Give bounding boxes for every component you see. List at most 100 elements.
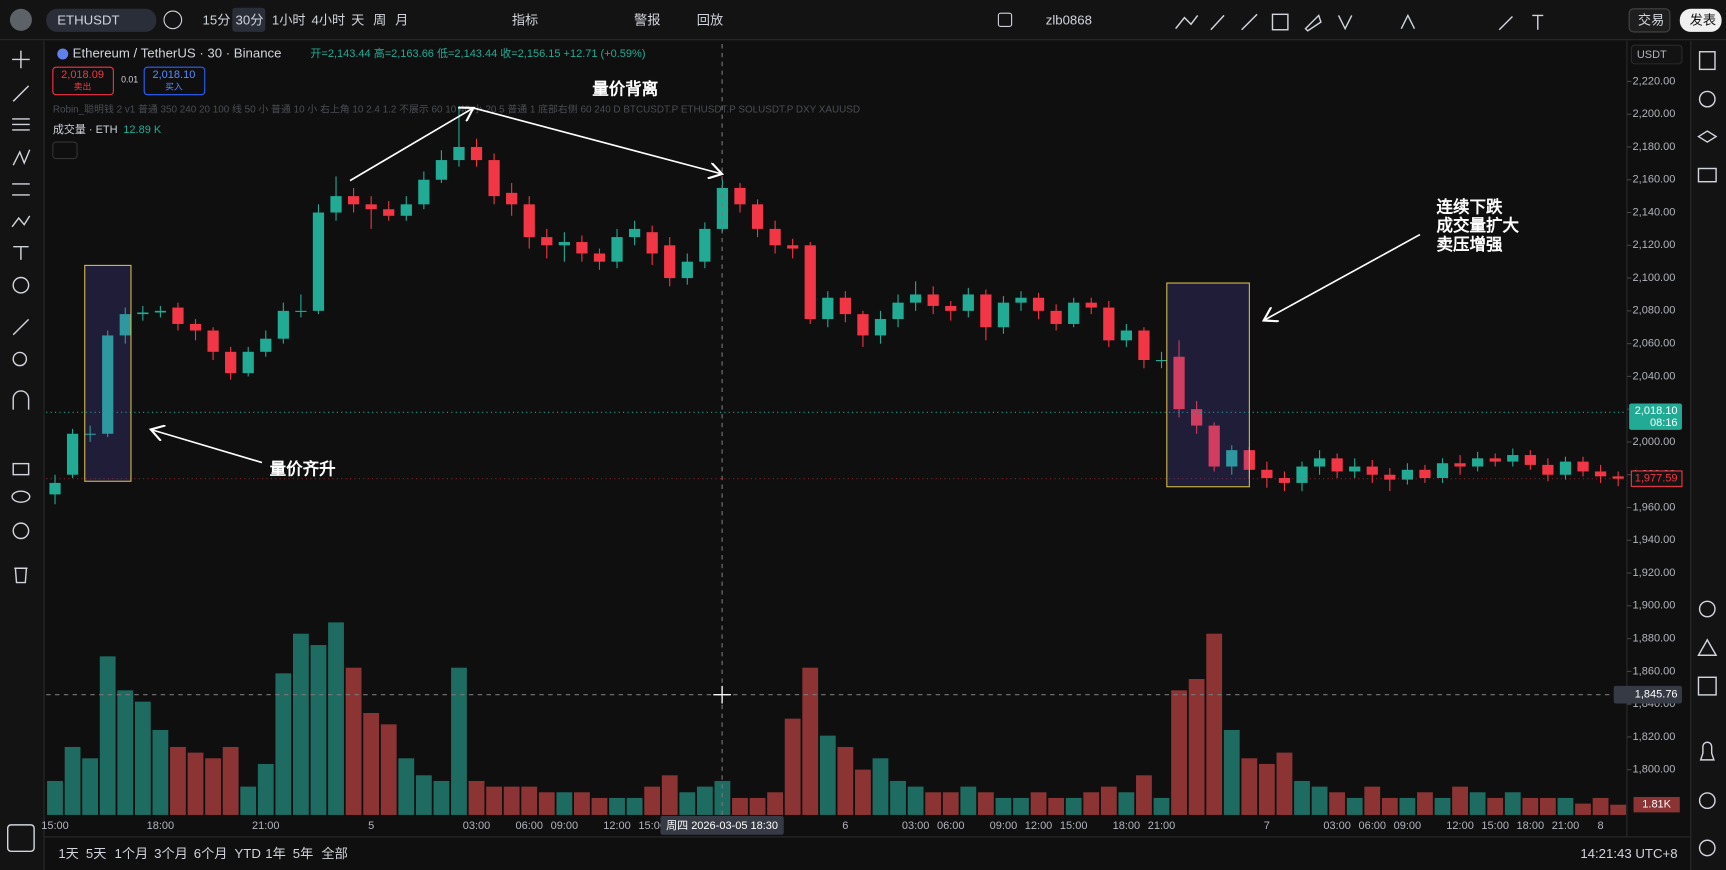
sell-price[interactable]: 2,018.09 xyxy=(61,69,104,81)
zoom-tool[interactable] xyxy=(12,351,28,367)
interval[interactable]: 15分 xyxy=(203,12,231,27)
forecast-tool[interactable] xyxy=(12,183,30,196)
currency[interactable]: USDT xyxy=(1637,49,1667,61)
sidebar-icon[interactable] xyxy=(1699,741,1715,761)
sidebar-icon[interactable] xyxy=(1698,90,1716,108)
sidebar-icon[interactable] xyxy=(1697,167,1717,183)
alert[interactable]: 警报 xyxy=(634,12,660,27)
emoji-tool[interactable] xyxy=(12,276,30,294)
volume-bar xyxy=(1329,792,1346,815)
interval[interactable]: 4小时 xyxy=(312,12,346,27)
candle-body xyxy=(1191,409,1203,426)
interval[interactable]: 天 xyxy=(351,12,364,27)
annotation: 卖压增强 xyxy=(1436,234,1502,254)
tool-icon[interactable] xyxy=(1271,13,1289,31)
tool-icon[interactable] xyxy=(1498,16,1513,31)
candle-body xyxy=(1068,302,1080,324)
sidebar-icon[interactable] xyxy=(1697,676,1717,696)
range[interactable]: 5天 xyxy=(86,846,107,861)
eye-tool[interactable] xyxy=(11,490,31,503)
range[interactable]: 1个月 xyxy=(114,846,148,861)
interval[interactable]: 周 xyxy=(373,12,386,27)
range[interactable]: YTD xyxy=(234,846,260,861)
candle-body xyxy=(1577,461,1589,472)
range[interactable]: 全部 xyxy=(321,845,347,861)
interval[interactable]: 30分 xyxy=(236,12,264,27)
volume-bar xyxy=(802,667,819,815)
pattern-tool[interactable] xyxy=(12,149,31,166)
fib-tool[interactable] xyxy=(12,118,30,131)
candle-body xyxy=(558,242,570,246)
trade[interactable]: 交易 xyxy=(1638,11,1664,27)
trash-tool[interactable] xyxy=(14,567,28,584)
tool-icon[interactable] xyxy=(1175,14,1199,30)
sidebar-icon[interactable] xyxy=(1697,638,1718,656)
candle-body xyxy=(804,245,816,320)
sell-box[interactable] xyxy=(52,66,114,96)
buy-price[interactable]: 2,018.10 xyxy=(153,69,196,81)
user[interactable]: zlb0868 xyxy=(1046,12,1092,27)
symbol-search[interactable] xyxy=(46,8,157,32)
indicators[interactable]: 指标 xyxy=(512,12,538,27)
text-tool[interactable] xyxy=(13,245,29,260)
candle-body xyxy=(1489,458,1501,462)
volume-bar xyxy=(907,786,924,815)
brush-tool[interactable] xyxy=(11,215,31,228)
checkbox[interactable] xyxy=(997,12,1013,27)
range[interactable]: 5年 xyxy=(293,846,314,861)
y-tick-label: 2,100.00 xyxy=(1633,272,1676,284)
interval[interactable]: 1小时 xyxy=(272,12,306,27)
volume-bar xyxy=(732,797,748,815)
range[interactable]: 3个月 xyxy=(154,846,188,861)
candle-body xyxy=(716,187,729,229)
collapse-button[interactable] xyxy=(52,141,78,160)
candle-body xyxy=(822,297,834,320)
volume-bar xyxy=(99,656,116,815)
cursor-tool[interactable] xyxy=(12,50,30,69)
volume-bar xyxy=(415,775,432,815)
publish[interactable]: 发表 xyxy=(1690,12,1716,27)
tool-icon[interactable] xyxy=(1210,14,1225,31)
favorites[interactable] xyxy=(6,824,35,852)
line-tool[interactable] xyxy=(12,85,30,102)
x-tick-label: 12:00 xyxy=(1446,820,1474,832)
buy-box[interactable] xyxy=(143,66,206,96)
sidebar-icon[interactable] xyxy=(1698,51,1716,71)
sell[interactable]: 卖出 xyxy=(74,80,92,91)
range[interactable]: 1天 xyxy=(58,846,79,861)
interval[interactable]: 月 xyxy=(395,12,408,27)
volume-bar xyxy=(1311,786,1328,815)
avatar[interactable] xyxy=(9,8,32,31)
magnet-tool[interactable] xyxy=(12,390,30,410)
candle-body xyxy=(839,297,851,315)
sidebar-icon[interactable] xyxy=(1698,600,1716,618)
ruler-tool[interactable] xyxy=(12,318,30,336)
candle-body xyxy=(84,433,96,435)
replay[interactable]: 回放 xyxy=(697,12,723,27)
candle-body xyxy=(66,433,79,475)
sidebar-icon[interactable] xyxy=(1698,839,1716,857)
buy[interactable]: 买入 xyxy=(165,81,183,91)
tool-icon[interactable] xyxy=(1337,15,1353,31)
candle-body xyxy=(435,160,448,180)
sidebar-icon[interactable] xyxy=(1697,130,1718,143)
candle-body xyxy=(681,261,693,279)
volume-bar xyxy=(134,701,151,815)
candle-body xyxy=(1559,461,1572,475)
trade-button[interactable] xyxy=(1628,8,1671,33)
add-symbol[interactable] xyxy=(163,10,183,30)
tool-icon[interactable] xyxy=(1304,14,1322,32)
lock-tool[interactable] xyxy=(12,462,30,476)
sidebar-icon[interactable] xyxy=(1698,792,1716,810)
globe-tool[interactable] xyxy=(12,522,30,540)
tool-icon[interactable] xyxy=(1241,13,1258,31)
symbol[interactable]: ETHUSDT xyxy=(57,12,119,27)
volume-bar xyxy=(749,797,766,815)
tool-icon[interactable] xyxy=(1532,14,1544,30)
tool-icon[interactable] xyxy=(1400,13,1416,29)
range[interactable]: 1年 xyxy=(265,846,286,861)
publish-button[interactable] xyxy=(1679,8,1722,32)
currency-box[interactable] xyxy=(1630,44,1683,65)
candle-body xyxy=(49,482,61,495)
range[interactable]: 6个月 xyxy=(194,846,228,861)
